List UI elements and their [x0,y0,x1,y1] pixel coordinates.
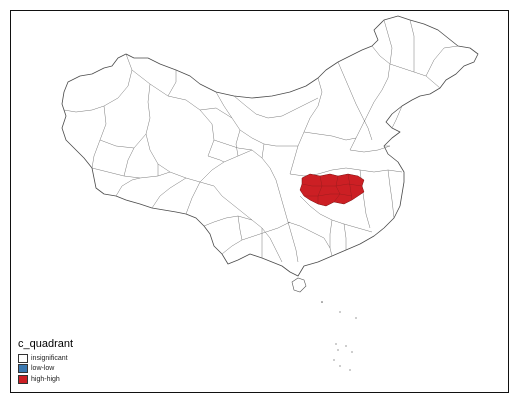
legend-swatch [18,374,28,384]
legend-title: c_quadrant [18,338,74,350]
south-sea-islands [321,301,357,371]
hainan-island [291,277,307,293]
country-outline [61,15,479,277]
map-legend: c_quadrant insignificant low-low high-hi… [18,338,73,385]
legend-item-low-low: low-low [18,364,73,374]
legend-label: insignificant [31,354,68,362]
legend-label: low-low [31,365,55,372]
legend-swatch [18,364,28,373]
legend-item-high-high: high-high [18,374,73,384]
legend-label: high-high [31,375,60,383]
high-high-cluster [299,173,365,207]
high-high-region [299,173,365,207]
region-boundaries [63,19,459,263]
legend-item-insignificant: insignificant [18,353,73,363]
legend-swatch [18,353,28,363]
